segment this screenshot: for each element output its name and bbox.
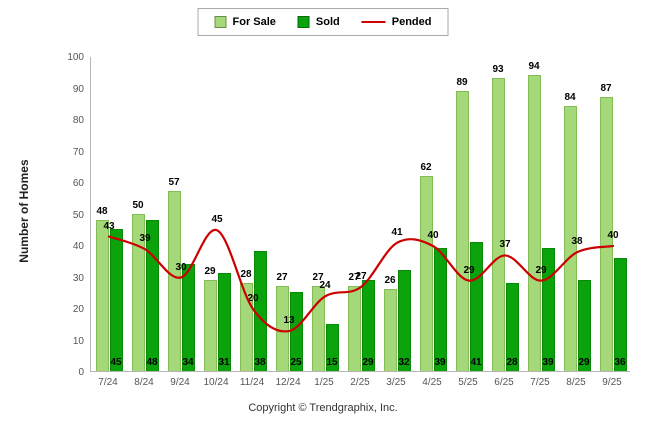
pended-value-label: 20 [247, 293, 259, 304]
x-tick-label: 8/25 [566, 377, 586, 388]
sold-value-label: 41 [470, 357, 482, 368]
sold-value-label: 29 [578, 357, 590, 368]
copyright-text: Copyright © Trendgraphix, Inc. [248, 402, 398, 414]
legend-item-pended: Pended [361, 16, 432, 28]
sold-value-label: 39 [434, 357, 446, 368]
pended-value-label: 39 [139, 233, 151, 245]
x-tick-label: 11/24 [239, 377, 265, 388]
for-sale-value-label: 87 [600, 82, 612, 94]
pended-value-label: 27 [355, 270, 367, 282]
pended-value-label: 37 [499, 239, 511, 251]
for-sale-value-label: 57 [168, 177, 180, 189]
for-sale-value-label: 89 [456, 76, 468, 88]
x-tick-label: 2/25 [350, 377, 370, 388]
sold-value-label: 34 [182, 357, 194, 368]
y-axis-title: Number of Homes [17, 159, 31, 263]
x-tick-label: 6/25 [494, 377, 514, 388]
pended-value-label: 29 [535, 264, 547, 276]
sold-value-label: 28 [506, 357, 518, 368]
y-tick-label: 80 [72, 115, 84, 126]
for-sale-swatch-icon [214, 16, 227, 28]
for-sale-bar [491, 78, 505, 371]
sold-bar [433, 248, 447, 371]
legend-label: Pended [391, 16, 432, 28]
sold-value-label: 45 [110, 357, 122, 368]
sold-value-label: 38 [254, 357, 266, 368]
sold-bar [109, 229, 123, 371]
for-sale-bar [95, 219, 109, 371]
x-tick-label: 4/25 [422, 377, 442, 388]
sold-value-label: 31 [218, 357, 230, 368]
legend-label: For Sale [232, 16, 276, 28]
x-tick-label: 7/24 [98, 377, 118, 388]
for-sale-value-label: 94 [528, 60, 540, 72]
x-tick-label: 9/24 [170, 377, 190, 388]
for-sale-value-label: 93 [492, 64, 504, 76]
y-tick-label: 70 [72, 146, 84, 158]
y-tick-label: 40 [72, 241, 84, 252]
y-tick-label: 60 [72, 178, 84, 189]
sold-value-label: 48 [146, 357, 158, 368]
for-sale-value-label: 62 [420, 161, 432, 173]
plot-area: 48 45 43 50 48 39 57 34 30 29 31 45 28 38 20 27 25 13 27 15… [90, 57, 630, 372]
x-tick-label: 8/24 [134, 377, 154, 388]
sold-bar [469, 241, 483, 371]
for-sale-bar [455, 90, 469, 371]
y-tick-label: 50 [72, 209, 84, 221]
x-tick-label: 5/25 [458, 377, 478, 388]
x-tick-label: 7/25 [530, 377, 550, 388]
y-tick-label: 90 [72, 83, 84, 95]
sold-value-label: 39 [542, 357, 554, 368]
for-sale-value-label: 27 [276, 271, 288, 283]
for-sale-value-label: 50 [132, 199, 144, 211]
sold-bar [253, 251, 267, 371]
legend-item-sold: Sold [297, 16, 340, 28]
y-tick-label: 100 [67, 52, 84, 63]
sold-value-label: 25 [290, 357, 302, 368]
pended-value-label: 24 [319, 280, 331, 292]
sold-bar [181, 263, 195, 371]
legend-item-for-sale: For Sale [214, 16, 276, 28]
pended-value-label: 29 [463, 264, 475, 276]
sold-value-label: 29 [362, 357, 374, 368]
sold-swatch-icon [297, 16, 310, 28]
chart-legend: For Sale Sold Pended [197, 8, 449, 36]
x-tick-label: 10/24 [203, 377, 229, 388]
y-tick-label: 10 [72, 335, 84, 347]
pended-value-label: 38 [571, 236, 583, 248]
pended-value-label: 45 [211, 214, 223, 226]
x-tick-label: 12/24 [275, 377, 301, 388]
for-sale-value-label: 84 [564, 92, 576, 104]
pended-swatch-icon [361, 21, 386, 23]
y-tick-label: 30 [72, 272, 84, 284]
pended-value-label: 43 [103, 220, 115, 232]
for-sale-bar [419, 175, 433, 371]
x-tick-label: 9/25 [602, 377, 622, 388]
y-tick-label: 20 [72, 304, 84, 315]
sold-bar [613, 257, 627, 371]
sold-bar [397, 270, 411, 371]
x-tick-label: 1/25 [314, 377, 334, 388]
pended-value-label: 30 [175, 261, 187, 273]
y-tick-label: 0 [78, 367, 84, 378]
pended-value-label: 40 [607, 230, 619, 241]
for-sale-bar [167, 191, 181, 371]
sold-value-label: 15 [326, 357, 338, 368]
pended-value-label: 13 [283, 315, 295, 327]
pended-value-label: 41 [391, 226, 403, 238]
x-tick-label: 3/25 [386, 377, 406, 388]
legend-label: Sold [315, 16, 340, 28]
sold-value-label: 32 [398, 357, 410, 368]
for-sale-bar [527, 74, 541, 371]
sold-value-label: 36 [614, 357, 626, 368]
for-sale-value-label: 48 [96, 205, 108, 217]
pended-value-label: 40 [427, 230, 439, 241]
